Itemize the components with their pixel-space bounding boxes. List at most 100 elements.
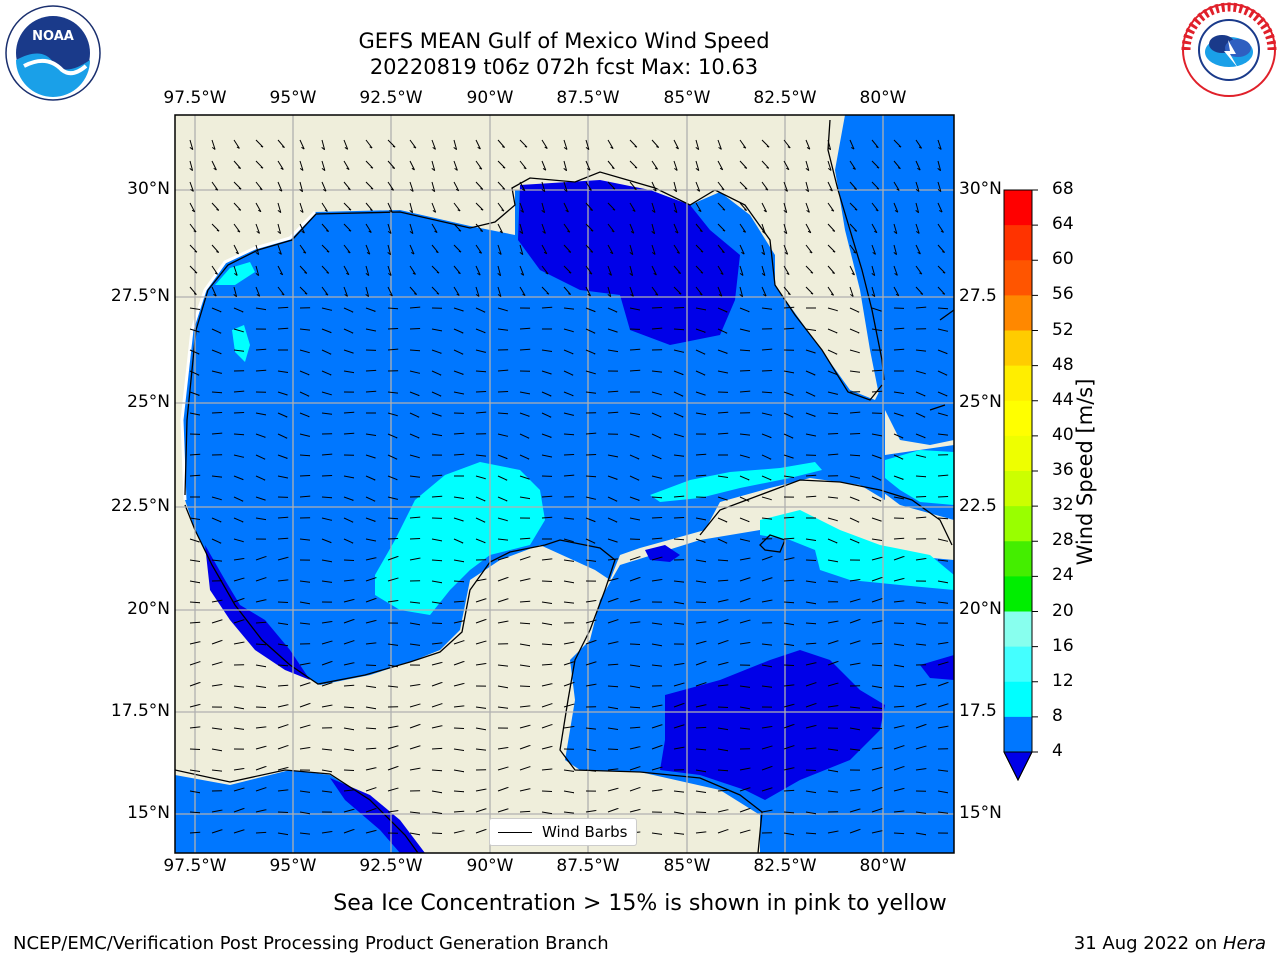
wind-barb [299,454,311,457]
wind-barb [717,727,728,731]
wind-barb [629,643,641,645]
wind-barb [189,181,194,192]
wind-barb [805,160,810,171]
wind-barb-flag [871,273,876,276]
wind-barb [211,559,222,562]
wind-barb [783,832,794,836]
wind-barb [299,724,310,729]
colorbar-tick: 12 [1052,670,1074,691]
wind-barb [431,181,436,192]
wind-barb [651,391,662,396]
wind-barb [651,139,660,148]
wind-barb-flag [392,167,395,169]
wind-barb [541,391,552,397]
wind-barb [343,307,354,313]
wind-barb-flag [673,210,678,213]
wind-barb [783,244,789,255]
wind-barb [585,600,596,603]
wind-barb [453,202,461,212]
wind-barb-flag [739,272,744,276]
wind-barb-flag [832,250,836,253]
wind-barb [519,412,530,417]
wind-barb [893,556,904,561]
wind-barb [541,724,552,729]
wind-barb [937,517,949,520]
wind-barb [497,577,508,582]
wind-barb [629,746,640,750]
wind-barb [387,433,398,439]
wind-barb [937,349,948,355]
wind-barb [475,160,483,170]
wind-barb [783,475,794,478]
wind-barb [871,496,882,502]
wind-barb [189,349,200,355]
colorbar-label: Wind Speed [m/s] [1073,378,1097,566]
wind-barb [299,244,307,254]
wind-barb [189,328,200,333]
wind-barb [255,809,266,813]
wind-barb [387,286,393,297]
wind-barb-flag [587,293,591,297]
wind-barb [893,832,905,835]
wind-barb [717,619,728,624]
wind-region-bahamas [885,450,954,505]
wind-barb [431,769,443,772]
wind-barb [255,181,263,191]
wind-barb [673,391,684,397]
wind-barb [519,766,530,771]
wind-barb [541,746,552,750]
wind-barb [277,244,282,255]
wind-barb [849,662,860,666]
wind-barb-flag [457,209,461,212]
wind-barb [453,307,464,312]
wind-barb [541,181,546,192]
wind-barb [387,517,399,520]
colorbar-band [1004,400,1032,437]
wind-barb [453,391,464,395]
wind-barb [475,349,486,353]
wind-barb [805,580,816,583]
wind-barb [937,391,948,397]
wind-barb [255,621,267,624]
wind-barb [695,769,706,773]
wind-barb-flag [365,273,370,276]
wind-barb [431,538,442,542]
wind-barb [563,682,574,687]
wind-barb [651,412,662,418]
colorbar-tick: 52 [1052,319,1074,340]
wind-barb [343,328,354,334]
wind-barb [519,202,524,213]
wind-barb-flag [502,146,505,148]
wind-barb [629,577,640,582]
wind-barb [893,766,904,771]
wind-barb [827,620,838,624]
wind-barb [937,370,948,376]
wind-barb [937,307,949,310]
wind-barb [387,139,396,148]
wind-barb-flag [477,272,481,276]
wind-barb [717,286,723,297]
wind-barb-flag [304,292,308,295]
wind-barb [497,706,508,709]
wind-barb [277,622,288,625]
wind-barb-flag [189,147,194,150]
wind-barb [739,328,750,332]
lon-tick-bottom: 92.5°W [359,856,423,876]
wind-barb-flag [655,293,659,296]
wind-barb [585,370,596,375]
wind-barb [695,601,707,603]
wind-barb-flag [762,230,766,234]
wind-barb [585,769,596,772]
wind-barb [563,223,571,233]
wind-barb [915,306,927,309]
wind-barb [915,391,926,397]
wind-barb [497,787,508,792]
wind-barb [717,160,724,171]
wind-barb [277,306,289,309]
wind-barb [453,453,465,456]
wind-barb [563,286,571,295]
wind-barb [563,661,574,666]
wind-barb [717,307,728,313]
wind-barb-flag [919,272,923,275]
wind-barb [321,181,327,192]
